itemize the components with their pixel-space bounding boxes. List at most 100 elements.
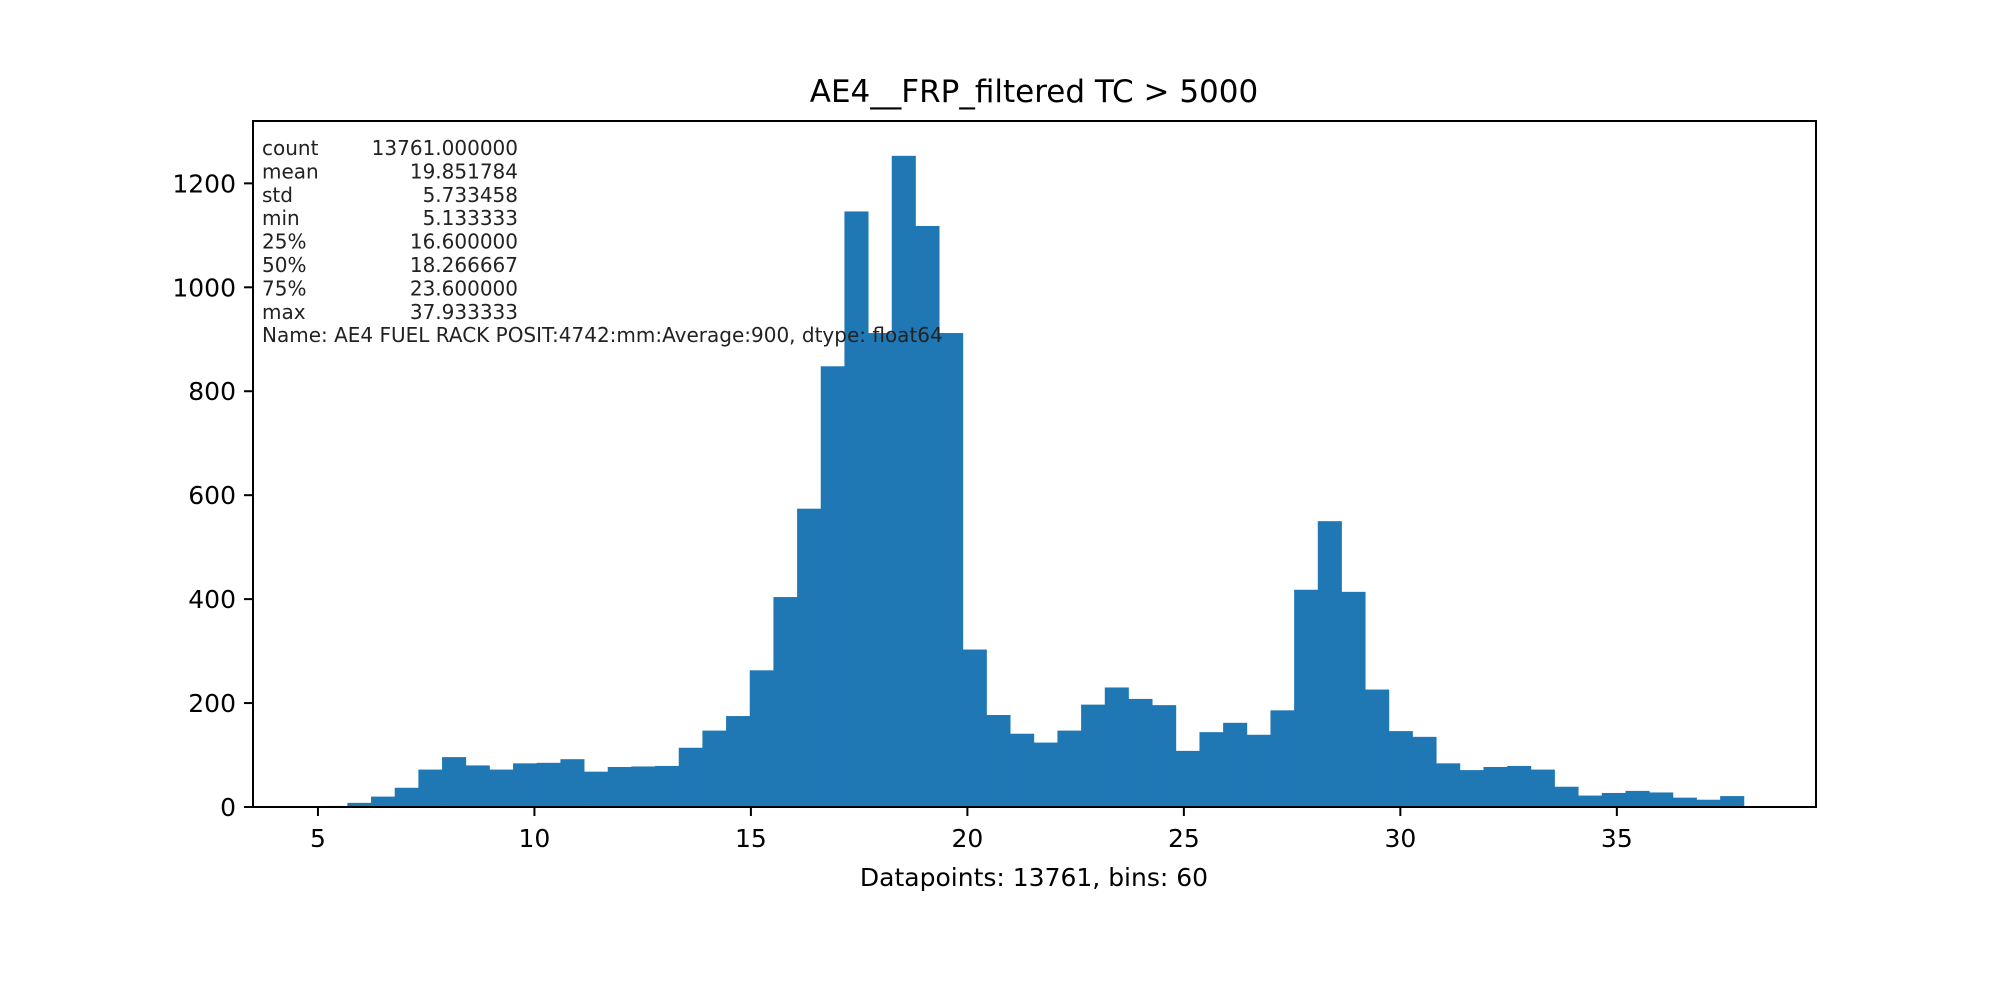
bars-layer <box>323 155 1745 808</box>
histogram-bar <box>1672 797 1697 807</box>
histogram-bar <box>418 769 443 807</box>
plot-frame <box>252 120 1817 808</box>
histogram-bar <box>868 333 893 807</box>
x-tick-label: 35 <box>1601 824 1633 853</box>
histogram-bar <box>726 716 751 807</box>
x-tick-label: 5 <box>310 824 326 853</box>
histogram-bar <box>1530 769 1555 807</box>
histogram-bar <box>1388 731 1413 807</box>
stats-label: 50% <box>262 253 306 277</box>
stats-value: 16.600000 <box>410 230 518 254</box>
histogram-bar <box>1128 698 1153 807</box>
x-axis-ticks: 5 10 15 20 25 30 35 <box>310 807 1633 853</box>
histogram-bar <box>560 759 585 807</box>
stats-label: std <box>262 183 293 207</box>
stats-value: 13761.000000 <box>372 136 518 160</box>
histogram-bar <box>1601 792 1626 807</box>
y-tick-label: 1000 <box>172 273 236 302</box>
histogram-bar <box>1010 733 1035 807</box>
x-tick-label: 15 <box>735 824 767 853</box>
y-tick-label: 1200 <box>172 169 236 198</box>
stats-label: count <box>262 136 319 160</box>
histogram-bar <box>844 211 869 808</box>
histogram-bar <box>1033 742 1058 807</box>
histogram-bar <box>1104 687 1129 807</box>
histogram-bar <box>1175 750 1200 807</box>
histogram-bar <box>962 649 987 807</box>
x-tick-label: 25 <box>1168 824 1200 853</box>
stats-label: min <box>262 206 300 230</box>
histogram-bar <box>1223 722 1248 807</box>
histogram-bar <box>1246 734 1271 807</box>
histogram-bar <box>371 796 396 807</box>
histogram-bar <box>1412 736 1437 807</box>
y-tick-label: 200 <box>188 689 236 718</box>
y-tick-label: 0 <box>220 793 236 822</box>
histogram-bar <box>536 762 561 807</box>
histogram-bar <box>465 765 490 807</box>
y-tick-label: 600 <box>188 481 236 510</box>
histogram-bar <box>347 802 372 807</box>
histogram-bar <box>1057 730 1082 807</box>
stats-label: 25% <box>262 230 306 254</box>
y-tick-label: 400 <box>188 585 236 614</box>
histogram-bar <box>1649 792 1674 807</box>
histogram-bar <box>1341 591 1366 807</box>
histogram-bar <box>394 787 419 807</box>
histogram-bar <box>1199 732 1224 807</box>
stats-label: max <box>262 300 306 324</box>
histogram-bar <box>797 508 822 807</box>
histogram-bar <box>749 670 774 807</box>
x-tick-label: 30 <box>1384 824 1416 853</box>
stats-footer-text: Name: AE4 FUEL RACK POSIT:4742:mm:Averag… <box>262 323 943 347</box>
histogram-bar <box>584 771 609 807</box>
histogram-bar <box>1152 705 1177 807</box>
histogram-bar <box>1436 763 1461 807</box>
histogram-bar <box>1720 796 1745 807</box>
histogram-bar <box>655 765 680 807</box>
histogram-bar <box>773 597 798 807</box>
histogram-bar <box>986 715 1011 807</box>
histogram-bar <box>939 333 964 807</box>
histogram-bar <box>1270 710 1295 807</box>
histogram-bar <box>1625 790 1650 807</box>
histogram-bar <box>607 766 632 807</box>
stats-annotation: Name: AE4 FUEL RACK POSIT:4742:mm:Averag… <box>262 136 943 347</box>
histogram-bar <box>915 225 940 808</box>
histogram-bar <box>1696 799 1721 807</box>
histogram-bar <box>1554 786 1579 807</box>
stats-value: 23.600000 <box>410 276 518 300</box>
histogram-bar <box>513 763 538 807</box>
stats-value: 5.733458 <box>423 183 518 207</box>
x-axis-label: Datapoints: 13761, bins: 60 <box>860 863 1208 892</box>
histogram-bar <box>1483 766 1508 807</box>
histogram-bar <box>1507 765 1532 807</box>
histogram-bar <box>1365 689 1390 807</box>
y-tick-label: 800 <box>188 377 236 406</box>
stats-value: 5.133333 <box>423 206 518 230</box>
histogram-bar <box>820 366 845 807</box>
histogram-bar <box>1459 770 1484 807</box>
x-tick-label: 10 <box>519 824 551 853</box>
chart-title: AE4__FRP_filtered TC > 5000 <box>810 74 1258 110</box>
histogram-bar <box>1578 795 1603 807</box>
stats-value: 18.266667 <box>410 253 518 277</box>
histogram-bar <box>442 757 467 807</box>
stats-value: 37.933333 <box>410 300 518 324</box>
stats-value: 19.851784 <box>410 159 518 183</box>
stats-label: 75% <box>262 276 306 300</box>
histogram-bar <box>1081 704 1106 807</box>
histogram-bar <box>631 766 656 807</box>
histogram-bar <box>1317 521 1342 807</box>
y-axis-ticks: 0 200 400 600 800 1000 1200 <box>172 169 253 822</box>
x-tick-label: 20 <box>951 824 983 853</box>
histogram-bar <box>702 730 727 807</box>
stats-label: mean <box>262 159 319 183</box>
histogram-bar <box>678 747 703 807</box>
histogram-bar <box>489 769 514 807</box>
histogram-bar <box>1294 589 1319 807</box>
histogram-bar <box>891 155 916 807</box>
